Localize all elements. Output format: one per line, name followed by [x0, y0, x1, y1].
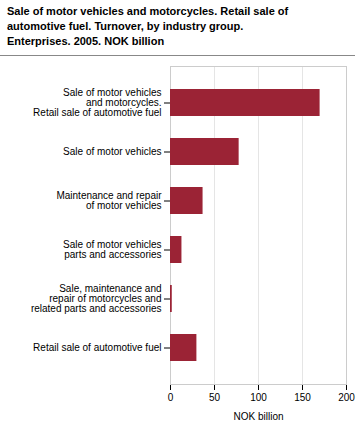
- svg-text:Sale, maintenance andrepair of: Sale, maintenance andrepair of motorcycl…: [31, 283, 162, 314]
- svg-text:Retail sale of automotive fuel: Retail sale of automotive fuel: [33, 342, 161, 353]
- svg-text:NOK billion: NOK billion: [233, 410, 283, 421]
- svg-text:Maintenance and repairof motor: Maintenance and repairof motor vehicles: [56, 190, 162, 211]
- svg-text:50: 50: [209, 391, 221, 402]
- svg-text:Sale of motor vehicles: Sale of motor vehicles: [63, 146, 161, 157]
- svg-text:0: 0: [168, 391, 174, 402]
- svg-text:150: 150: [294, 391, 311, 402]
- svg-text:Sale of motor vehiclesparts an: Sale of motor vehiclesparts and accessor…: [63, 239, 161, 260]
- html-text:Sale of motor vehicles and mot: Sale of motor vehicles and motorcycles. …: [7, 5, 289, 47]
- svg-text:100: 100: [250, 391, 267, 402]
- svg-text:200: 200: [338, 391, 355, 402]
- svg-text:Sale of motor vehiclesand moto: Sale of motor vehiclesand motorcycles.Re…: [33, 87, 161, 118]
